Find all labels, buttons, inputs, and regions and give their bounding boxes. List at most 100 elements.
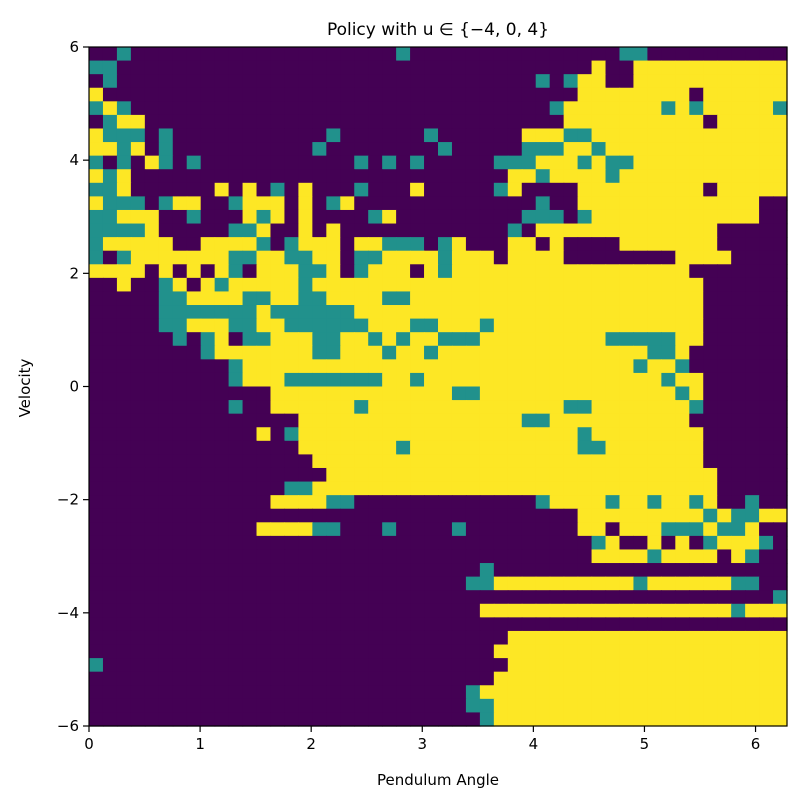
heatmap-cell <box>116 495 132 510</box>
heatmap-cell <box>773 60 788 75</box>
heatmap-cell <box>465 549 481 564</box>
heatmap-cell <box>144 549 160 564</box>
heatmap-cell <box>284 535 299 551</box>
heatmap-cell <box>591 128 607 143</box>
heatmap-cell <box>410 386 425 401</box>
heatmap-cell <box>326 345 341 360</box>
heatmap-cell <box>647 481 662 496</box>
heatmap-cell <box>479 155 495 170</box>
heatmap-cell <box>186 535 202 551</box>
heatmap-cell <box>130 440 146 455</box>
heatmap-cell <box>591 522 607 537</box>
heatmap-cell <box>493 277 509 293</box>
heatmap-cell <box>549 549 565 564</box>
heatmap-cell <box>759 535 774 551</box>
heatmap-cell <box>521 332 537 347</box>
heatmap-cell <box>647 60 662 75</box>
heatmap-cell <box>773 142 788 157</box>
heatmap-cell <box>465 372 481 388</box>
heatmap-cell <box>465 644 481 659</box>
heatmap-cell <box>563 712 579 727</box>
heatmap-cell <box>619 277 635 293</box>
heatmap-cell <box>340 209 355 225</box>
heatmap-cell <box>535 563 551 578</box>
heatmap-cell <box>242 60 258 75</box>
heatmap-cell <box>745 128 760 143</box>
heatmap-cell <box>312 142 327 157</box>
heatmap-cell <box>214 549 230 564</box>
heatmap-cell <box>116 250 132 265</box>
heatmap-cell <box>186 359 202 374</box>
heatmap-cell <box>298 372 313 388</box>
heatmap-cell <box>731 698 746 714</box>
heatmap-cell <box>368 685 383 700</box>
heatmap-cell <box>256 60 272 75</box>
heatmap-cell <box>172 169 188 184</box>
heatmap-cell <box>717 74 732 89</box>
heatmap-cell <box>661 277 676 293</box>
heatmap-cell <box>563 671 579 686</box>
heatmap-cell <box>438 359 453 374</box>
heatmap-cell <box>633 155 648 170</box>
heatmap-cell <box>116 413 132 428</box>
heatmap-cell <box>116 74 132 89</box>
heatmap-cell <box>396 495 411 510</box>
heatmap-cell <box>326 101 341 116</box>
heatmap-cell <box>633 440 648 455</box>
heatmap-cell <box>773 114 788 130</box>
heatmap-cell <box>577 454 593 469</box>
heatmap-cell <box>256 386 272 401</box>
heatmap-cell <box>200 427 216 442</box>
heatmap-cell <box>298 237 313 252</box>
heatmap-cell <box>89 60 104 75</box>
heatmap-cell <box>661 427 676 442</box>
heatmap-cell <box>717 359 732 374</box>
heatmap-cell <box>535 47 551 62</box>
heatmap-cell <box>745 386 760 401</box>
heatmap-cell <box>410 209 425 225</box>
heatmap-cell <box>507 508 523 523</box>
heatmap-cell <box>312 630 327 646</box>
heatmap-cell <box>172 481 188 496</box>
heatmap-cell <box>368 114 383 130</box>
heatmap-cell <box>605 563 621 578</box>
heatmap-cell <box>745 712 760 727</box>
heatmap-cell <box>228 155 244 170</box>
heatmap-cell <box>438 549 453 564</box>
heatmap-cell <box>340 413 355 428</box>
heatmap-cell <box>745 196 760 211</box>
heatmap-cell <box>158 114 174 130</box>
heatmap-cell <box>591 291 607 306</box>
heatmap-cell <box>731 427 746 442</box>
heatmap-cell <box>689 576 704 591</box>
heatmap-cell <box>591 87 607 102</box>
heatmap-cell <box>507 549 523 564</box>
heatmap-cell <box>717 685 732 700</box>
heatmap-cell <box>326 454 341 469</box>
heatmap-cell <box>340 277 355 293</box>
heatmap-cell <box>759 671 774 686</box>
heatmap-cell <box>507 359 523 374</box>
heatmap-cell <box>745 250 760 265</box>
heatmap-cell <box>549 359 565 374</box>
heatmap-cell <box>591 155 607 170</box>
heatmap-cell <box>479 101 495 116</box>
heatmap-cell <box>605 155 621 170</box>
heatmap-cell <box>563 264 579 279</box>
heatmap-cell <box>619 712 635 727</box>
heatmap-cell <box>200 223 216 238</box>
heatmap-cell <box>731 549 746 564</box>
heatmap-cell <box>563 182 579 197</box>
heatmap-cell <box>465 712 481 727</box>
heatmap-cell <box>465 359 481 374</box>
heatmap-cell <box>535 128 551 143</box>
heatmap-cell <box>479 685 495 700</box>
heatmap-cell <box>424 549 439 564</box>
heatmap-cell <box>270 169 286 184</box>
heatmap-cell <box>759 617 774 632</box>
heatmap-cell <box>633 630 648 646</box>
heatmap-cell <box>116 698 132 714</box>
heatmap-cell <box>521 698 537 714</box>
heatmap-cell <box>717 440 732 455</box>
heatmap-cell <box>577 712 593 727</box>
